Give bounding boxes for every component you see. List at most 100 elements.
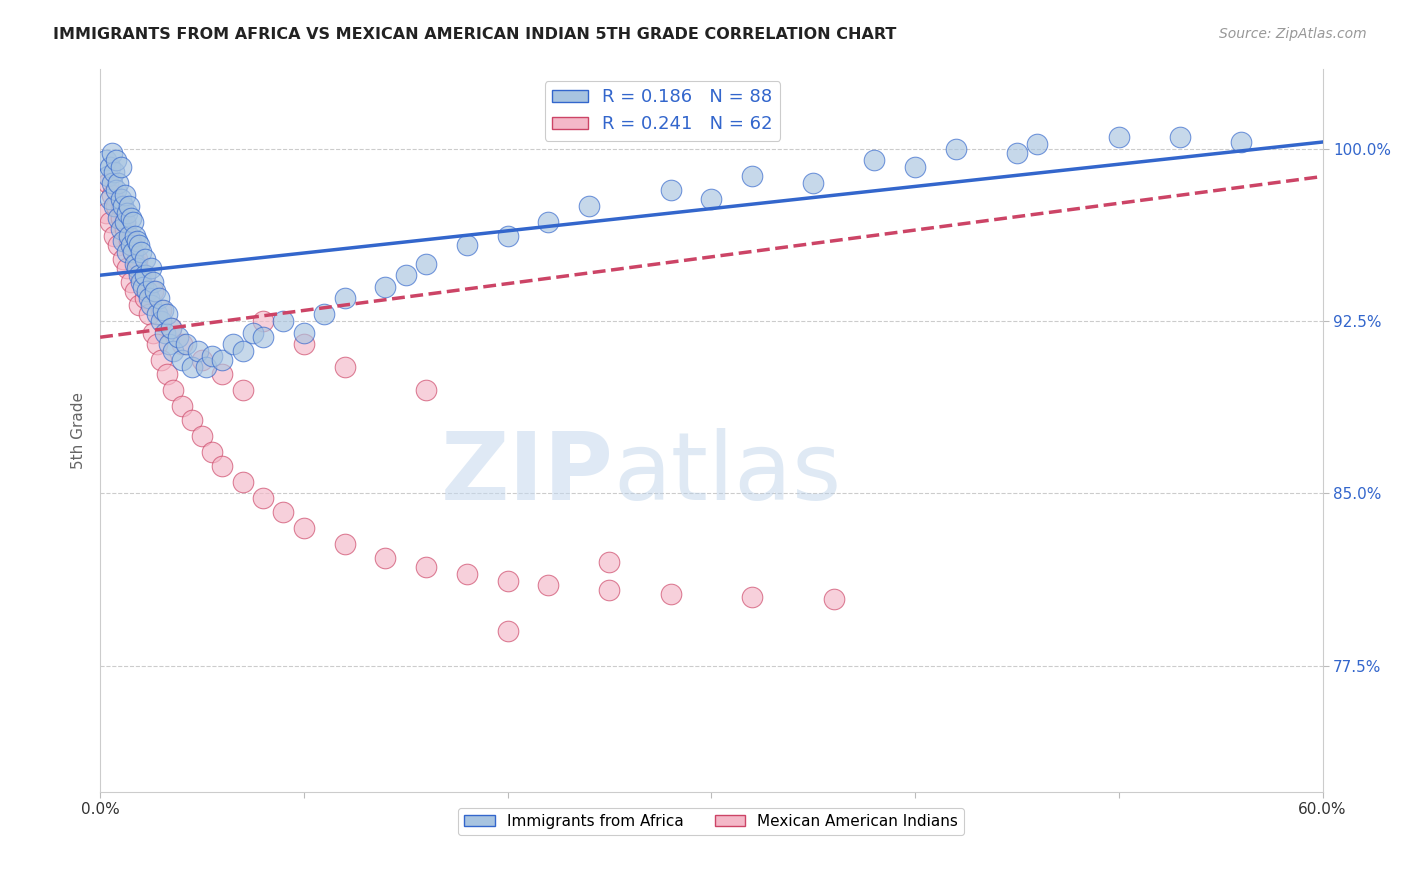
Point <box>111 199 134 213</box>
Point <box>741 590 763 604</box>
Point <box>128 268 150 283</box>
Point <box>134 291 156 305</box>
Point <box>537 215 560 229</box>
Point <box>101 177 124 191</box>
Point <box>121 245 143 260</box>
Point <box>134 268 156 283</box>
Point <box>120 234 142 248</box>
Point <box>201 349 224 363</box>
Point <box>125 252 148 267</box>
Point <box>114 187 136 202</box>
Point <box>1108 130 1130 145</box>
Point <box>107 238 129 252</box>
Point <box>456 566 478 581</box>
Point <box>273 505 295 519</box>
Point <box>105 153 128 168</box>
Point <box>115 261 138 276</box>
Point <box>496 624 519 639</box>
Point <box>110 193 132 207</box>
Point <box>107 177 129 191</box>
Point <box>150 302 173 317</box>
Point <box>156 307 179 321</box>
Point <box>211 353 233 368</box>
Point <box>150 353 173 368</box>
Point <box>232 475 254 489</box>
Point <box>252 330 274 344</box>
Point <box>252 491 274 505</box>
Point <box>232 383 254 397</box>
Point <box>374 550 396 565</box>
Point <box>496 574 519 588</box>
Point <box>124 229 146 244</box>
Point <box>659 183 682 197</box>
Point <box>139 261 162 276</box>
Point <box>96 153 118 168</box>
Point <box>110 211 132 225</box>
Point <box>242 326 264 340</box>
Point <box>456 238 478 252</box>
Point <box>103 199 125 213</box>
Point <box>333 360 356 375</box>
Point <box>96 206 118 220</box>
Point <box>578 199 600 213</box>
Point <box>659 587 682 601</box>
Point <box>110 199 132 213</box>
Point <box>120 211 142 225</box>
Point <box>273 314 295 328</box>
Text: Source: ZipAtlas.com: Source: ZipAtlas.com <box>1219 27 1367 41</box>
Point <box>128 298 150 312</box>
Point <box>1168 130 1191 145</box>
Point <box>221 337 243 351</box>
Point <box>211 367 233 381</box>
Point <box>148 291 170 305</box>
Point <box>105 183 128 197</box>
Point <box>187 344 209 359</box>
Point <box>134 268 156 283</box>
Point <box>537 578 560 592</box>
Point <box>314 307 336 321</box>
Point <box>157 337 180 351</box>
Point <box>129 268 152 283</box>
Point <box>98 161 121 175</box>
Point <box>201 445 224 459</box>
Point <box>98 215 121 229</box>
Point <box>107 211 129 225</box>
Point <box>741 169 763 184</box>
Point <box>120 238 142 252</box>
Point <box>333 537 356 551</box>
Point <box>823 592 845 607</box>
Point <box>111 252 134 267</box>
Point <box>160 321 183 335</box>
Point <box>170 337 193 351</box>
Point <box>155 326 177 340</box>
Point <box>152 302 174 317</box>
Point <box>598 555 620 569</box>
Point <box>114 222 136 236</box>
Point <box>139 298 162 312</box>
Point <box>292 326 315 340</box>
Point <box>134 252 156 267</box>
Point <box>252 314 274 328</box>
Point <box>118 229 141 244</box>
Point <box>121 215 143 229</box>
Point <box>118 199 141 213</box>
Point <box>156 367 179 381</box>
Point <box>115 206 138 220</box>
Y-axis label: 5th Grade: 5th Grade <box>72 392 86 468</box>
Point <box>211 458 233 473</box>
Point <box>180 413 202 427</box>
Point <box>110 222 132 236</box>
Point <box>129 245 152 260</box>
Point <box>415 257 437 271</box>
Point <box>395 268 418 283</box>
Point <box>142 326 165 340</box>
Point <box>98 193 121 207</box>
Point <box>143 285 166 299</box>
Point <box>292 337 315 351</box>
Point <box>146 337 169 351</box>
Point <box>120 275 142 289</box>
Point <box>146 307 169 321</box>
Text: ZIP: ZIP <box>440 427 613 520</box>
Point <box>138 291 160 305</box>
Point <box>180 360 202 375</box>
